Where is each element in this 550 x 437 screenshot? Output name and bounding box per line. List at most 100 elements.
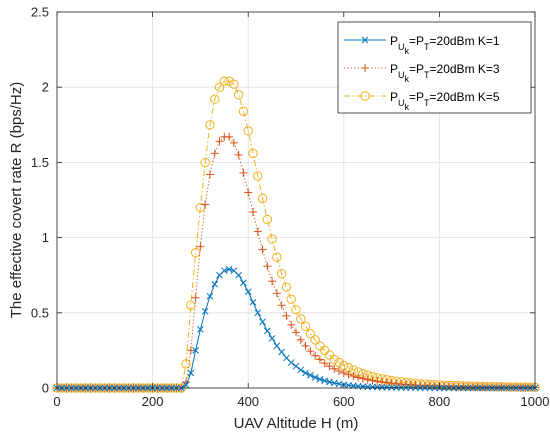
series-1-point-stroke-b (235, 271, 242, 279)
series-1-point-stroke-b (197, 325, 204, 333)
series-2-point (282, 311, 291, 320)
x-tick-label: 0 (53, 394, 60, 409)
series-2-point (339, 368, 348, 377)
series-1-point-stroke-b (259, 318, 266, 326)
legend-entry-3-rest: =20dBm K=5 (430, 90, 500, 104)
legend-entry-3-u: U (398, 98, 405, 108)
series-3-point (200, 157, 210, 168)
series-1-point (263, 327, 271, 335)
legend-entry-3: PUk=PT=20dBm K=5 (390, 90, 500, 112)
series-3-point (219, 76, 230, 86)
series-1-point (235, 271, 242, 279)
series-1-point-stroke-b (388, 384, 395, 391)
series-2-point (258, 245, 267, 254)
legend-entry-2-p: P (390, 62, 398, 76)
series-3-point (238, 106, 249, 116)
series-1-point-stroke-b (220, 267, 228, 275)
series-2-point (277, 301, 286, 310)
series-1-point (249, 298, 257, 306)
series-2-point (225, 132, 234, 141)
series-3-point (281, 282, 292, 292)
y-axis-label: The effective covert rate R (bps/Hz) (8, 82, 25, 318)
y-tick-label: 0.5 (31, 305, 49, 320)
x-tick-label: 200 (142, 394, 164, 409)
series-2-point (378, 377, 387, 386)
series-2-point (234, 150, 243, 159)
series-3-point (253, 171, 263, 181)
legend-entry-2-k: k (405, 74, 410, 84)
series-1-point-stroke-b (206, 292, 214, 300)
series-1-point-stroke-b (182, 381, 190, 389)
legend-entry-1-eq: =P (409, 34, 424, 48)
series-3-point (286, 294, 296, 304)
series-3-point (248, 148, 258, 159)
series-3-point (329, 354, 339, 365)
series-2-point (186, 346, 195, 355)
series-3-point (205, 120, 215, 130)
series-3-point (224, 76, 234, 86)
legend-entry-2-u: U (398, 70, 405, 80)
series-2-point (368, 376, 377, 385)
legend-box (337, 21, 532, 114)
series-2-point (215, 137, 224, 146)
legend-samples (344, 36, 386, 101)
series-1-point (316, 375, 324, 383)
series-1-point-stroke-b (316, 375, 324, 383)
series-1-point (311, 374, 319, 381)
legend-entry-3-t: T (424, 98, 430, 108)
legend-entry-2: PUk=PT=20dBm K=3 (390, 62, 500, 84)
series-1-point-stroke-b (278, 348, 286, 356)
series-3-point (195, 202, 206, 213)
series-3-point (233, 90, 244, 100)
series-1-point (244, 288, 252, 296)
series-2-point (315, 355, 324, 364)
y-tick-label: 1.5 (31, 155, 49, 170)
series-1-point (268, 335, 276, 342)
series-1-point-stroke-b (187, 369, 195, 377)
y-tick-label: 2 (42, 80, 49, 95)
legend-entry-1-k: k (405, 46, 410, 56)
series-1-point-stroke-b (244, 288, 252, 296)
series-1-point-stroke-b (211, 280, 219, 288)
series-1-point-stroke-b (240, 279, 247, 287)
series-1-point (278, 348, 286, 356)
series-2-point (311, 351, 320, 360)
series-1-point (388, 384, 395, 391)
series-1-point (302, 369, 309, 377)
series-3-point (276, 268, 287, 279)
series-3-point (210, 94, 220, 104)
series-1-point (220, 267, 228, 275)
series-1-point (225, 265, 233, 273)
series-1-point-stroke-b (292, 362, 300, 370)
series-2-point (191, 293, 200, 302)
series-3-point (291, 305, 301, 315)
series-3-point (243, 126, 253, 136)
series-1-point (211, 280, 219, 288)
series-2-point (335, 367, 344, 376)
series-1-point-stroke-b (268, 335, 276, 342)
series-2-point (320, 359, 329, 368)
series-2-point (330, 364, 339, 373)
series-1-point-stroke-b (254, 309, 262, 317)
y-tick-label: 2.5 (31, 5, 49, 20)
series-3-point (300, 321, 311, 332)
series-2-point (196, 242, 205, 251)
series-2-point (244, 188, 253, 197)
series-3-point (334, 357, 344, 368)
series-1-point (201, 307, 209, 315)
series-2-point (354, 373, 363, 382)
series-1-point (306, 371, 314, 379)
series-2-point (205, 170, 214, 179)
series-2-point (349, 372, 358, 381)
legend-entry-3-p: P (390, 90, 398, 104)
series-3-point (296, 314, 306, 324)
series-1-point-stroke-b (201, 307, 209, 315)
series-1-point-stroke-b (249, 298, 257, 306)
axis-ticks: 0 200 400 600 800 1000 0 0.5 1 1.5 2 2.5 (31, 5, 550, 410)
series-3-point (272, 252, 282, 262)
series-3-point (262, 214, 273, 225)
series-1-point-stroke-b (273, 342, 281, 350)
series-1-point-stroke-b (306, 371, 314, 379)
series-2-point (272, 289, 281, 298)
series-2-point (373, 377, 382, 386)
